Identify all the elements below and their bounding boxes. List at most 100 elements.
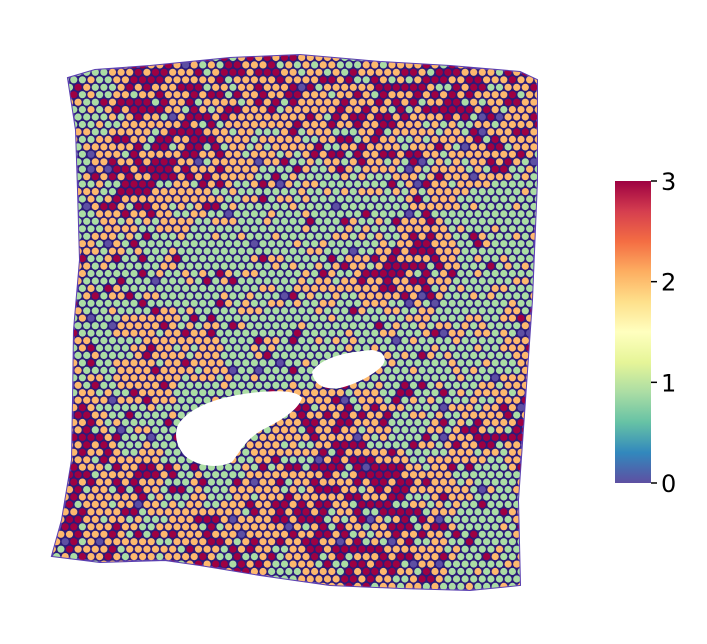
spot-marker — [143, 426, 151, 434]
spot-marker — [255, 113, 263, 121]
spot-marker — [440, 553, 448, 561]
spot-marker — [194, 471, 203, 479]
spot-marker — [104, 433, 112, 441]
spot-marker — [513, 113, 521, 121]
spot-marker — [319, 329, 327, 337]
spot-marker — [156, 91, 164, 99]
spot-marker — [242, 195, 250, 203]
spot-marker — [491, 299, 499, 307]
spot-marker — [319, 150, 327, 158]
spot-marker — [409, 143, 418, 151]
spot-marker — [147, 553, 155, 561]
spot-marker — [358, 307, 366, 315]
spot-marker — [500, 225, 508, 233]
spot-marker — [52, 456, 56, 464]
spot-marker — [504, 426, 512, 434]
spot-marker — [151, 500, 160, 508]
spot-marker — [508, 269, 516, 278]
spot-marker — [263, 83, 271, 91]
spot-marker — [293, 210, 301, 218]
spot-marker — [440, 165, 448, 173]
spot-marker — [358, 202, 366, 211]
spot-marker — [216, 508, 224, 516]
spot-marker — [371, 493, 379, 501]
spot-marker — [233, 195, 241, 203]
spot-marker — [470, 441, 478, 449]
spot-marker — [371, 165, 379, 173]
spot-marker — [470, 366, 478, 374]
spot-marker — [414, 180, 422, 188]
spot-marker — [199, 314, 207, 322]
spot-marker — [470, 590, 477, 597]
spot-marker — [362, 225, 370, 233]
spot-marker — [212, 68, 220, 76]
spot-marker — [78, 582, 87, 590]
spot-marker — [108, 307, 117, 315]
spot-marker — [323, 426, 332, 434]
spot-marker — [401, 292, 409, 300]
spot-marker — [358, 83, 366, 91]
spot-marker — [259, 180, 267, 188]
spot-marker — [121, 329, 129, 337]
spot-marker — [418, 188, 426, 196]
spot-marker — [354, 553, 362, 561]
spot-marker — [465, 359, 473, 367]
spot-marker — [108, 217, 117, 225]
spot-marker — [521, 128, 529, 136]
spot-marker — [113, 314, 121, 322]
spot-marker — [452, 441, 461, 449]
spot-marker — [517, 284, 525, 292]
spot-marker — [405, 404, 413, 412]
spot-marker — [156, 314, 164, 322]
spot-marker — [362, 106, 370, 114]
spot-marker — [194, 486, 203, 494]
spot-marker — [220, 307, 228, 315]
spot-marker — [457, 165, 465, 173]
spot-marker — [78, 91, 86, 99]
spot-marker — [362, 91, 370, 99]
spot-marker — [203, 307, 211, 315]
spot-marker — [113, 46, 120, 53]
spot-marker — [371, 567, 379, 576]
spot-marker — [397, 433, 405, 441]
spot-marker — [87, 76, 95, 84]
spot-marker — [186, 500, 194, 508]
spot-marker — [44, 523, 51, 530]
spot-marker — [483, 240, 491, 248]
spot-marker — [272, 351, 280, 359]
spot-marker — [216, 120, 224, 129]
spot-marker — [190, 389, 198, 397]
spot-marker — [461, 292, 469, 300]
spot-marker — [186, 217, 194, 225]
spot-marker — [311, 135, 319, 143]
spot-marker — [229, 515, 237, 524]
spot-marker — [130, 344, 138, 352]
spot-marker — [44, 553, 51, 560]
spot-marker — [186, 322, 194, 330]
spot-marker — [323, 68, 332, 76]
spot-marker — [504, 83, 512, 91]
spot-marker — [83, 337, 91, 345]
spot-marker — [151, 217, 160, 225]
spot-marker — [207, 523, 215, 531]
spot-marker — [349, 545, 357, 553]
spot-marker — [78, 404, 86, 412]
spot-marker — [182, 180, 190, 188]
spot-marker — [379, 165, 387, 173]
spot-marker — [414, 582, 422, 590]
spot-marker — [177, 545, 185, 553]
spot-marker — [384, 486, 392, 494]
spot-marker — [121, 284, 129, 292]
spot-marker — [345, 284, 353, 292]
spot-marker — [130, 240, 138, 248]
spot-marker — [483, 180, 491, 188]
spot-marker — [483, 404, 491, 412]
spot-marker — [276, 344, 284, 352]
spot-marker — [52, 128, 56, 136]
spot-marker — [52, 68, 56, 76]
spot-marker — [307, 590, 314, 597]
spot-marker — [332, 83, 340, 91]
spot-marker — [134, 322, 142, 330]
spot-marker — [405, 210, 413, 218]
spot-marker — [388, 76, 396, 84]
